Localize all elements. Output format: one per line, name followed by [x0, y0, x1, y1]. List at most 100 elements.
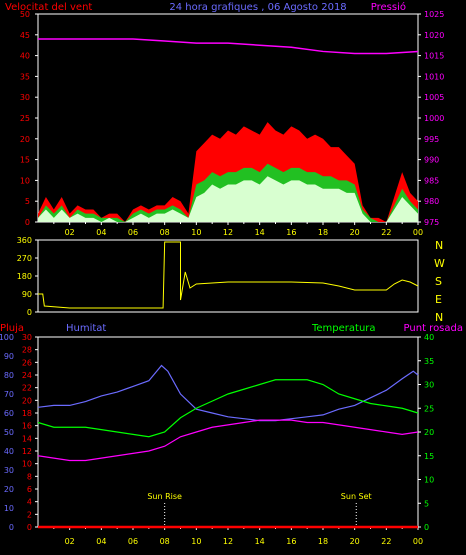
pressure-axis-label: 985	[424, 176, 439, 185]
direction-axis-label: 180	[17, 272, 32, 281]
wind-x-label: 14	[255, 228, 265, 237]
rain-axis-label: 12	[22, 447, 32, 456]
wind-speed-title: Velocitat del vent	[5, 2, 92, 13]
humidity-axis-label: 50	[4, 428, 14, 437]
pressure-axis-label: 975	[424, 218, 439, 227]
wind-axis-label: 45	[20, 31, 30, 40]
humidity-axis-label: 10	[4, 504, 14, 513]
direction-axis-label: 90	[22, 290, 32, 299]
humidity-axis-label: 0	[9, 523, 14, 532]
temperature-axis-label: 30	[424, 381, 434, 390]
humidity-x-label: 06	[128, 537, 138, 546]
compass-e: E	[435, 293, 442, 306]
wind-x-label: 10	[191, 228, 201, 237]
pressure-axis-label: 1010	[424, 72, 444, 81]
rain-axis-label: 4	[27, 498, 32, 507]
pressure-axis-label: 1020	[424, 31, 444, 40]
temperature-axis-label: 35	[424, 357, 434, 366]
sun-rise-label: Sun Rise	[147, 492, 182, 501]
rain-axis-label: 20	[22, 396, 32, 405]
direction-axis-label: 270	[17, 254, 32, 263]
rain-axis-label: 14	[22, 434, 32, 443]
chart-date-title: 24 hora grafiques , 06 Agosto 2018	[169, 2, 346, 13]
wind-x-label: 22	[381, 228, 391, 237]
wind-axis-label: 5	[25, 197, 30, 206]
dewpoint-title: Punt rosada	[404, 323, 463, 334]
direction-axis-label: 360	[17, 236, 32, 245]
pressure-axis-label: 1025	[424, 10, 444, 19]
temperature-axis-label: 40	[424, 333, 434, 342]
humidity-x-label: 08	[160, 537, 170, 546]
wind-axis-label: 15	[20, 156, 30, 165]
humidity-axis-label: 80	[4, 371, 14, 380]
humidity-axis-label: 40	[4, 447, 14, 456]
wind-axis-label: 20	[20, 135, 30, 144]
humidity-axis-label: 100	[0, 333, 14, 342]
compass-w: W	[434, 257, 445, 270]
direction-axis-label: 0	[27, 308, 32, 317]
pressure-axis-label: 990	[424, 156, 439, 165]
humidity-x-label: 22	[381, 537, 391, 546]
temperature-line	[37, 379, 419, 438]
wind-axis-label: 0	[25, 218, 30, 227]
pressure-title: Pressió	[371, 1, 406, 13]
pressure-line	[38, 38, 419, 55]
humidity-x-label: 16	[286, 537, 296, 546]
rain-axis-label: 26	[22, 358, 32, 367]
rain-axis-label: 24	[22, 371, 32, 380]
pressure-axis-label: 980	[424, 197, 439, 206]
wind-x-label: 04	[96, 228, 106, 237]
humidity-axis-label: 70	[4, 390, 14, 399]
pressure-axis-label: 995	[424, 135, 439, 144]
wind-x-label: 12	[223, 228, 233, 237]
wind-x-label: 00	[413, 228, 423, 237]
compass-n-bottom: N	[435, 311, 443, 324]
temperature-axis-label: 15	[424, 452, 434, 461]
rain-axis-label: 22	[22, 384, 32, 393]
temperature-axis-label: 0	[424, 523, 429, 532]
wind-axis-label: 10	[20, 176, 30, 185]
wind-x-label: 06	[128, 228, 138, 237]
sun-set-label: Sun Set	[341, 492, 372, 501]
humidity-x-label: 20	[350, 537, 360, 546]
humidity-x-label: 10	[191, 537, 201, 546]
wind-x-label: 18	[318, 228, 328, 237]
temperature-axis-label: 10	[424, 476, 434, 485]
humidity-x-label: 04	[96, 537, 106, 546]
wind-axis-label: 40	[20, 52, 30, 61]
wind-axis-label: 35	[20, 72, 30, 81]
dewpoint-line	[37, 419, 419, 462]
rain-axis-label: 8	[27, 472, 32, 481]
humidity-x-label: 14	[255, 537, 265, 546]
wind-avg-area	[38, 176, 418, 222]
temperature-title: Temperatura	[311, 323, 376, 334]
compass-s: S	[435, 275, 442, 288]
humidity-x-label: 02	[65, 537, 75, 546]
wind-axis-label: 25	[20, 114, 30, 123]
humidity-line	[37, 364, 419, 422]
humidity-axis-label: 20	[4, 485, 14, 494]
wind-x-label: 02	[65, 228, 75, 237]
wind-x-label: 08	[160, 228, 170, 237]
rain-axis-label: 10	[22, 460, 32, 469]
rain-axis-label: 28	[22, 346, 32, 355]
rain-axis-label: 30	[22, 333, 32, 342]
rain-axis-label: 6	[27, 485, 32, 494]
humidity-axis-label: 90	[4, 352, 14, 361]
pressure-axis-label: 1015	[424, 52, 444, 61]
wind-x-label: 16	[286, 228, 296, 237]
temperature-axis-label: 20	[424, 428, 434, 437]
pressure-axis-label: 1005	[424, 93, 444, 102]
rain-axis-label: 2	[27, 510, 32, 519]
temperature-axis-label: 5	[424, 499, 429, 508]
rain-title: Pluja	[0, 323, 24, 334]
humidity-axis-label: 60	[4, 409, 14, 418]
temperature-axis-label: 25	[424, 404, 434, 413]
humidity-x-label: 00	[413, 537, 423, 546]
rain-axis-label: 18	[22, 409, 32, 418]
humidity-x-label: 18	[318, 537, 328, 546]
wind-axis-label: 30	[20, 93, 30, 102]
compass-n-top: N	[435, 239, 443, 252]
humidity-x-label: 12	[223, 537, 233, 546]
